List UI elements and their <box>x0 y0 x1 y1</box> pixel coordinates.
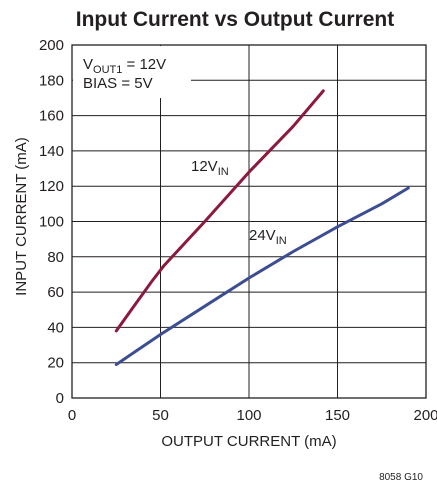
y-tick-20: 20 <box>47 355 64 372</box>
figure-code: 8058 G10 <box>379 472 423 483</box>
plot-frame <box>71 44 427 399</box>
series-label-1: 12VIN <box>191 158 229 178</box>
x-tick-50: 50 <box>152 407 169 424</box>
tick-labels: 0 20 40 60 80 100 120 140 160 180 200 0 50 100 150 200 <box>39 37 437 424</box>
series-line-2 <box>114 186 410 366</box>
y-axis-label: INPUT CURRENT (mA) <box>13 137 30 296</box>
condition-2: BIAS = 5V <box>83 75 153 92</box>
y-tick-60: 60 <box>47 284 64 301</box>
y-tick-160: 160 <box>39 108 64 125</box>
x-tick-0: 0 <box>68 407 76 424</box>
grid <box>72 45 426 398</box>
y-tick-140: 140 <box>39 143 64 160</box>
y-tick-200: 200 <box>39 37 64 54</box>
series-label-2: 24VIN <box>249 227 287 247</box>
x-tick-200: 200 <box>413 407 437 424</box>
series-line-1 <box>114 89 325 333</box>
y-tick-80: 80 <box>47 249 64 266</box>
y-tick-120: 120 <box>39 178 64 195</box>
y-tick-100: 100 <box>39 214 64 231</box>
x-tick-100: 100 <box>236 407 261 424</box>
y-tick-180: 180 <box>39 72 64 89</box>
series-labels: 12VIN 24VIN <box>191 158 287 247</box>
y-tick-0: 0 <box>56 390 64 407</box>
x-axis-label: OUTPUT CURRENT (mA) <box>161 433 336 450</box>
x-tick-150: 150 <box>325 407 350 424</box>
condition-1: VOUT1 = 12V <box>83 56 166 76</box>
data-series <box>114 89 410 366</box>
chart-title: Input Current vs Output Current <box>76 8 395 31</box>
conditions-background <box>73 46 191 98</box>
y-tick-40: 40 <box>47 319 64 336</box>
